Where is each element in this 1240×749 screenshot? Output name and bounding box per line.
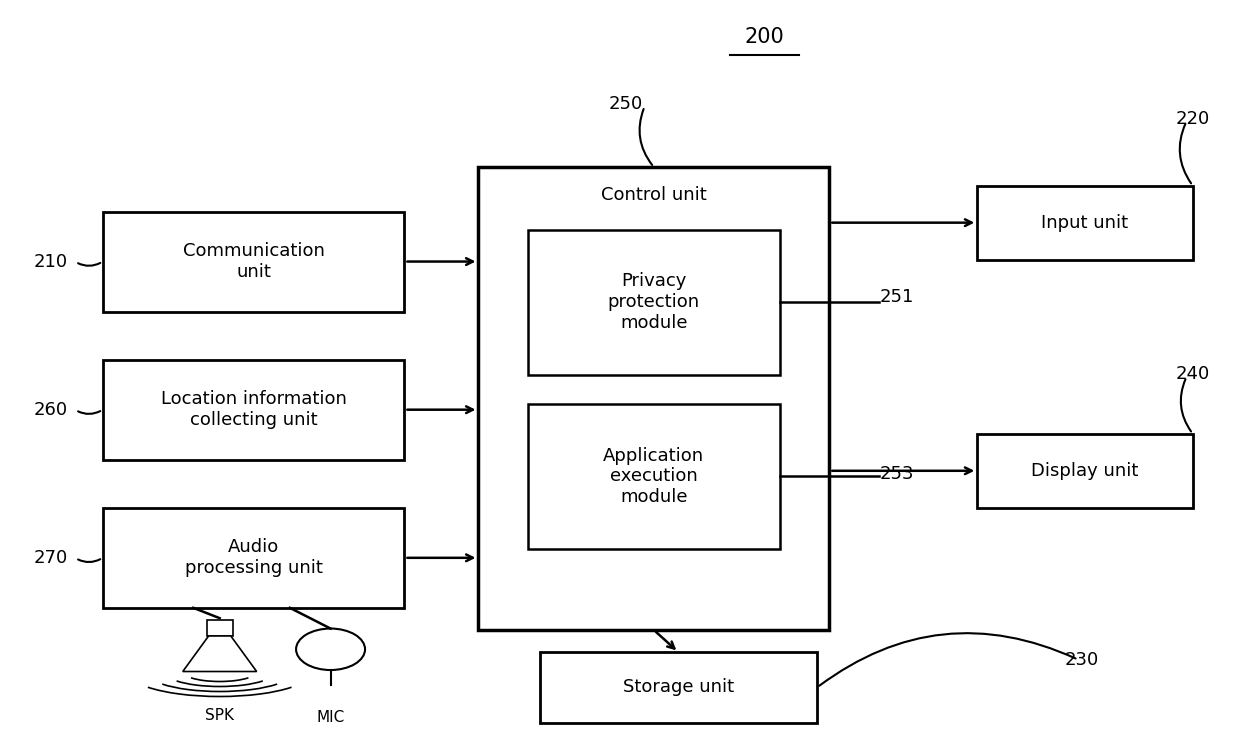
FancyBboxPatch shape — [207, 620, 233, 636]
FancyBboxPatch shape — [528, 230, 780, 374]
Text: Application
execution
module: Application execution module — [604, 446, 704, 506]
Text: 240: 240 — [1176, 366, 1210, 383]
FancyBboxPatch shape — [528, 404, 780, 548]
FancyBboxPatch shape — [103, 360, 404, 460]
Text: 230: 230 — [1065, 651, 1099, 669]
Text: Communication
unit: Communication unit — [182, 242, 325, 281]
Text: 220: 220 — [1176, 110, 1210, 128]
Text: Storage unit: Storage unit — [622, 679, 734, 697]
Text: Input unit: Input unit — [1042, 213, 1128, 231]
Circle shape — [296, 628, 365, 670]
Text: Privacy
protection
module: Privacy protection module — [608, 273, 699, 332]
FancyBboxPatch shape — [977, 186, 1193, 260]
Text: 200: 200 — [744, 28, 784, 47]
Text: 260: 260 — [33, 401, 68, 419]
Text: 251: 251 — [880, 288, 914, 306]
FancyBboxPatch shape — [103, 508, 404, 607]
FancyBboxPatch shape — [479, 167, 830, 630]
Text: Control unit: Control unit — [601, 186, 707, 204]
FancyBboxPatch shape — [103, 211, 404, 312]
FancyBboxPatch shape — [977, 434, 1193, 508]
FancyBboxPatch shape — [539, 652, 817, 723]
Text: 270: 270 — [33, 549, 68, 567]
Text: Audio
processing unit: Audio processing unit — [185, 539, 322, 577]
Polygon shape — [182, 636, 257, 672]
Text: 250: 250 — [609, 95, 644, 113]
Text: Display unit: Display unit — [1032, 462, 1138, 480]
Text: 253: 253 — [880, 465, 914, 484]
Text: MIC: MIC — [316, 710, 345, 725]
Text: SPK: SPK — [205, 709, 234, 724]
Text: 210: 210 — [33, 253, 68, 271]
Text: Location information
collecting unit: Location information collecting unit — [161, 390, 346, 429]
